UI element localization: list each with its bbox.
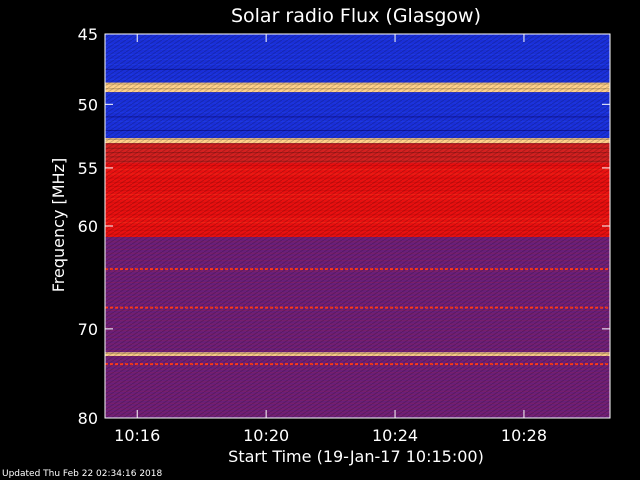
y-tick-label: 55 <box>78 159 98 178</box>
x-tick-label: 10:16 <box>114 426 160 445</box>
y-tick-label: 60 <box>78 217 98 236</box>
x-axis-label: Start Time (19-Jan-17 10:15:00) <box>228 447 484 466</box>
y-tick-label: 45 <box>78 25 98 44</box>
y-axis-label: Frequency [MHz] <box>49 158 68 292</box>
texture-overlay <box>105 34 610 418</box>
x-tick-label: 10:20 <box>243 426 289 445</box>
plot-area <box>104 33 611 419</box>
y-axis: 45 50 55 60 70 80 <box>78 25 610 428</box>
x-tick-label: 10:24 <box>372 426 418 445</box>
chart-title: Solar radio Flux (Glasgow) <box>231 5 481 27</box>
x-tick-label: 10:28 <box>501 426 547 445</box>
y-tick-label: 80 <box>78 409 98 428</box>
x-axis: 10:16 10:20 10:24 10:28 <box>114 34 547 445</box>
y-tick-label: 70 <box>78 320 98 339</box>
y-tick-label: 50 <box>78 95 98 114</box>
updated-timestamp: Updated Thu Feb 22 02:34:16 2018 <box>2 469 163 479</box>
